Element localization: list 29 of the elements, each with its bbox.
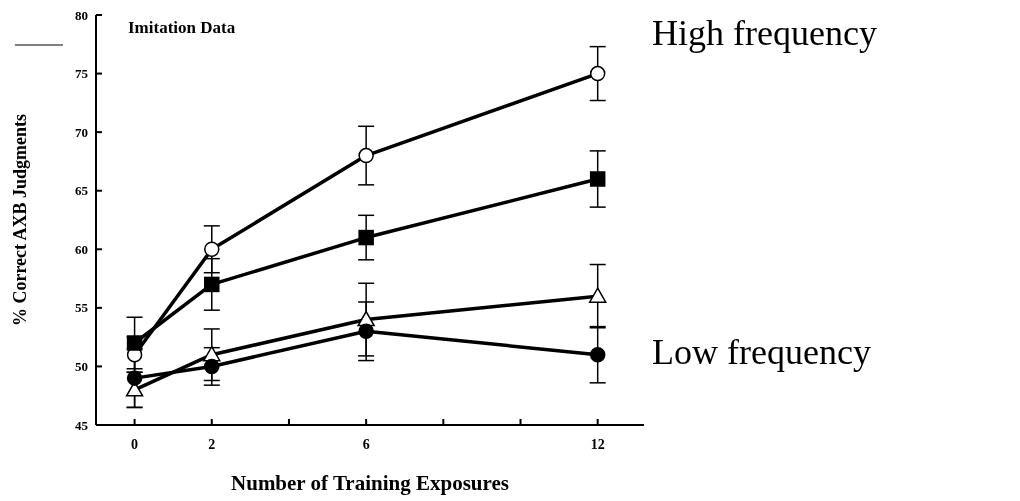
point	[588, 287, 607, 303]
y-tick-label: 55	[75, 300, 89, 316]
point	[358, 229, 374, 246]
point	[589, 65, 606, 82]
x-tick-label: 12	[590, 436, 605, 452]
point	[204, 358, 220, 375]
y-tick-label: 70	[75, 124, 88, 140]
y-tick-label: 80	[75, 7, 88, 23]
x-tick-label: 2	[208, 436, 216, 452]
text: High frequency	[652, 12, 877, 54]
x-tick-label: 0	[131, 436, 139, 452]
y-tick-label: 75	[75, 66, 89, 82]
point	[204, 276, 220, 293]
point	[126, 335, 143, 351]
y-axis-title: % Correct AXB Judgments	[10, 113, 31, 327]
point	[358, 147, 374, 164]
point	[126, 370, 143, 386]
x-tick-label: 6	[362, 436, 370, 452]
point	[589, 171, 606, 187]
chart-title: Imitation Data	[128, 18, 236, 38]
y-tick-label: 50	[75, 359, 88, 375]
y-tick-label: 45	[75, 417, 89, 433]
x-axis-title: Number of Training Exposures	[231, 471, 509, 495]
y-tick-label: 65	[75, 183, 89, 199]
text: Low frequency	[652, 331, 871, 373]
point	[589, 346, 606, 363]
point	[358, 323, 374, 340]
y-tick-label: 60	[75, 241, 88, 257]
point	[204, 241, 220, 258]
